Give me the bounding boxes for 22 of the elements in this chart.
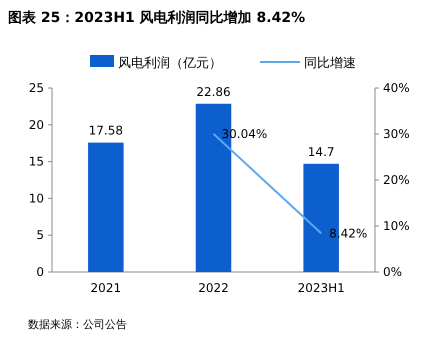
x-tick-label: 2023H1	[298, 281, 345, 295]
y2-tick-label: 20%	[383, 173, 410, 187]
y-tick-label: 10	[28, 191, 44, 206]
x-tick-label: 2022	[198, 281, 229, 295]
y-tick-label: 15	[28, 154, 44, 169]
y-tick-label: 5	[36, 228, 44, 242]
y-tick-label: 0	[36, 265, 44, 279]
y2-tick-label: 10%	[383, 219, 410, 233]
data-label: 14.7	[308, 144, 335, 159]
y2-tick-label: 0%	[383, 265, 402, 279]
legend-label: 同比增速	[304, 56, 356, 71]
legend-label: 风电利润（亿元）	[118, 56, 222, 71]
chart-title: 图表 25：2023H1 风电利润同比增加 8.42%	[8, 9, 306, 26]
source-note: 数据来源：公司公告	[28, 318, 127, 331]
x-tick-label: 2021	[90, 281, 122, 295]
y2-tick-label: 30%	[383, 127, 410, 141]
data-label: 17.58	[88, 124, 124, 138]
data-label: 22.86	[196, 84, 231, 99]
y2-tick-label: 40%	[383, 81, 410, 95]
y-tick-label: 20	[28, 118, 44, 132]
y-tick-label: 25	[28, 81, 44, 95]
bar	[88, 142, 124, 272]
